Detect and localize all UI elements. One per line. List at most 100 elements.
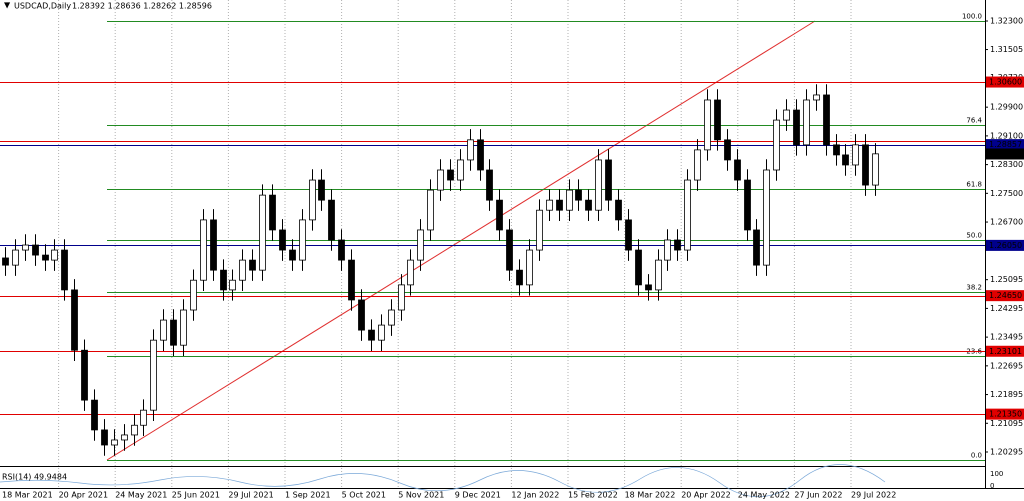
candle-body [852, 144, 859, 166]
fibo-label: 76.4 [966, 117, 982, 125]
x-tick-label: 5 Nov 2021 [398, 491, 444, 500]
candle-body [575, 189, 582, 201]
candle-body [140, 409, 147, 426]
time-grid [58, 0, 852, 488]
y-tick-label: 1.32300 [990, 17, 1023, 26]
candle-body [833, 144, 840, 156]
x-tick-label: 29 Jul 2022 [851, 491, 896, 500]
candle-body [645, 284, 652, 291]
x-tick-label: 18 Mar 2022 [625, 491, 676, 500]
candle-body [180, 309, 187, 346]
price-tag [986, 148, 1024, 160]
candle-body [22, 244, 29, 251]
rsi-tick-label: 100 [990, 470, 1003, 478]
candle-body [734, 159, 741, 181]
y-tick-label: 1.27500 [990, 189, 1023, 198]
price-tag-label: 1.23101 [989, 347, 1022, 356]
candle-body [862, 144, 869, 186]
candle-body [615, 199, 622, 221]
y-tick-label: 1.20295 [990, 448, 1023, 457]
fibo-label: 0.0 [971, 452, 982, 460]
candle-body [71, 289, 78, 351]
candle-body [457, 159, 464, 181]
price-tag [986, 290, 1024, 302]
candle-body [437, 169, 444, 191]
candle-body [101, 429, 108, 446]
candle-body [664, 239, 671, 261]
candle-body [744, 179, 751, 231]
candle-body [427, 189, 434, 231]
y-tick-label: 1.29900 [990, 103, 1023, 112]
candle-body [793, 109, 800, 146]
candle-body [259, 194, 266, 271]
candle-body [338, 239, 345, 261]
y-tick-label: 1.24295 [990, 304, 1023, 313]
candle-body [655, 259, 662, 291]
candle-body [813, 94, 820, 101]
candle-body [496, 199, 503, 231]
candle-body [150, 339, 157, 411]
candle-body [131, 424, 138, 436]
candle-body [595, 159, 602, 211]
x-tick-label: 24 May 2021 [115, 491, 167, 500]
x-tick-label: 25 Jun 2021 [172, 491, 220, 500]
x-tick-label: 27 Jun 2022 [794, 491, 842, 500]
y-tick-label: 1.21895 [990, 390, 1023, 399]
candle-body [773, 119, 780, 171]
candle-body [447, 169, 454, 181]
y-tick-label: 1.23495 [990, 333, 1023, 342]
candle-body [486, 169, 493, 201]
candle-body [190, 279, 197, 311]
rsi-line [0, 464, 886, 498]
candle-body [526, 249, 533, 286]
candle-body [111, 439, 118, 446]
candle-body [674, 239, 681, 251]
candle-body [684, 179, 691, 251]
candle-body [694, 149, 701, 181]
price-tag [986, 76, 1024, 88]
y-tick-label: 1.29100 [990, 131, 1023, 140]
candle-body [477, 139, 484, 171]
candle-body [753, 229, 760, 266]
x-tick-label: 15 Feb 2022 [568, 491, 618, 500]
candle-body [309, 179, 316, 221]
candle-body [724, 139, 731, 161]
fibo-label: 61.8 [966, 181, 982, 189]
price-tag-label: 1.24650 [989, 291, 1022, 300]
candle-body [358, 299, 365, 331]
candle-body [605, 159, 612, 201]
candle-body [239, 259, 246, 281]
y-tick-label: 1.31505 [990, 45, 1023, 54]
candle-body [398, 284, 405, 311]
candle-body [299, 219, 306, 261]
candle-body [378, 324, 385, 341]
quote-label: 1.28392 1.28636 1.28262 1.28596 [72, 2, 212, 11]
candle-body [714, 99, 721, 141]
candle-body [763, 169, 770, 266]
rsi-tick-label: 0 [990, 482, 994, 490]
x-tick-label: 5 Oct 2021 [342, 491, 386, 500]
candle-body [368, 329, 375, 341]
symbol-label: USDCAD,Daily [14, 2, 71, 11]
x-tick-label: 29 Jul 2021 [228, 491, 273, 500]
candle-body [328, 199, 335, 241]
price-tag-label: 1.21350 [989, 410, 1022, 419]
candle-body [585, 199, 592, 211]
y-tick-label: 1.25095 [990, 275, 1023, 284]
candle-body [210, 219, 217, 271]
x-tick-label: 12 Jan 2022 [511, 491, 559, 500]
x-tick-label: 1 Sep 2021 [285, 491, 331, 500]
candle-body [407, 259, 414, 286]
candle-body [823, 94, 830, 146]
price-tag-label: 1.30600 [989, 78, 1022, 87]
candle-body [506, 229, 513, 271]
candle-body [417, 229, 424, 261]
candle-body [872, 153, 879, 186]
candle-body [289, 249, 296, 261]
candle-body [516, 269, 523, 286]
candle-body [61, 249, 68, 291]
candle-body [704, 99, 711, 151]
fibo-label: 100.0 [962, 13, 982, 21]
price-tag [986, 408, 1024, 420]
fibo-label: 38.2 [966, 284, 982, 292]
